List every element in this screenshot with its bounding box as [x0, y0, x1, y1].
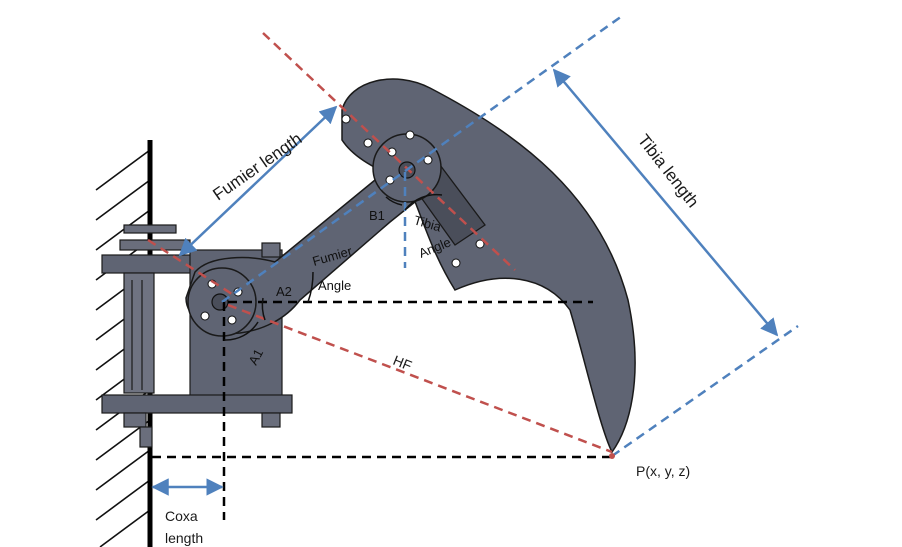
a2-label: A2: [276, 284, 292, 299]
black-dashed-lines: [152, 300, 612, 520]
fumier-length-label: Fumier length: [209, 129, 305, 204]
hip-center: [211, 293, 229, 311]
tibia-claw: [341, 78, 636, 454]
fumier-angle-label-line2: Angle: [318, 278, 351, 293]
tibia-length-label: Tibia length: [634, 131, 703, 211]
a1-label: A1: [245, 346, 266, 367]
coxa-length-label-line2: length: [165, 530, 203, 546]
hf-label: HF: [391, 352, 414, 374]
coxa-mount: [101, 224, 293, 448]
bolt-holes: [200, 114, 485, 325]
tibia-length-arrow: [552, 68, 779, 337]
red-dashed-lines: [147, 32, 613, 454]
point-p-label: P(x, y, z): [636, 463, 690, 479]
coxa-length-label-line1: Coxa: [165, 508, 198, 524]
point-p-marker: [609, 453, 615, 459]
b1-label: B1: [369, 208, 385, 223]
fumier-length-arrow: [178, 105, 338, 257]
angle-arcs: [223, 193, 443, 341]
